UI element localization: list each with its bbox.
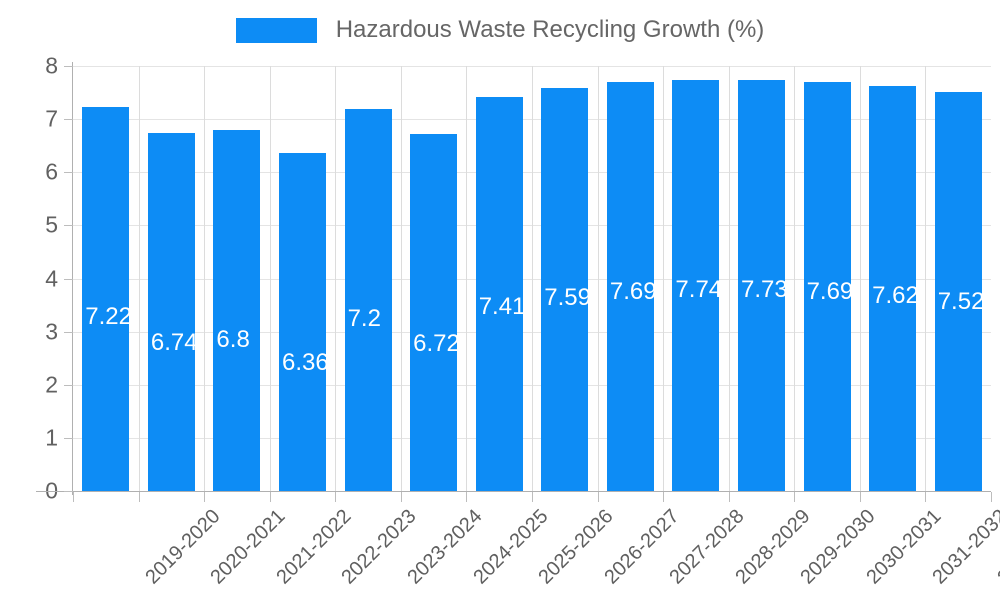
bar[interactable] — [213, 129, 261, 491]
y-axis-tick-mark — [64, 491, 73, 492]
gridline-vertical — [466, 66, 467, 491]
bar[interactable] — [738, 80, 785, 491]
bar-value-label: 7.62 — [872, 282, 919, 310]
bar-value-label: 6.8 — [216, 325, 250, 353]
y-axis-labels: 8 7 6 5 4 3 2 1 0 — [0, 0, 58, 600]
gridline-vertical — [204, 66, 205, 491]
y-axis-tick-label: 0 — [45, 477, 58, 504]
bar[interactable] — [803, 82, 851, 491]
bar-value-label: 6.74 — [150, 328, 198, 356]
bar-value-label: 7.59 — [544, 283, 591, 311]
y-axis-tick-mark — [64, 437, 73, 439]
y-axis-tick-mark — [64, 225, 73, 227]
y-axis-tick-label: 6 — [45, 158, 58, 185]
gridline-vertical — [270, 66, 271, 491]
x-axis-tick-mark — [729, 492, 730, 502]
x-axis-tick-mark — [73, 492, 74, 502]
y-axis-tick-label: 3 — [45, 318, 58, 345]
x-axis-tick-mark — [598, 492, 599, 502]
bar[interactable] — [147, 132, 195, 491]
y-axis-tick-label: 1 — [45, 424, 58, 451]
x-axis-tick-mark — [532, 492, 533, 502]
gridline-vertical — [335, 66, 336, 491]
y-axis-tick-label: 5 — [45, 211, 58, 238]
x-axis-line — [36, 491, 991, 492]
gridline-vertical — [794, 66, 795, 491]
legend-label: Hazardous Waste Recycling Growth (%) — [335, 16, 765, 43]
y-axis-tick-mark — [64, 119, 73, 121]
x-axis-tick-mark — [663, 492, 664, 502]
y-axis-tick-mark — [64, 384, 73, 386]
bar[interactable] — [410, 134, 458, 491]
gridline-vertical — [401, 66, 402, 491]
bar-value-label: 6.36 — [282, 349, 329, 377]
y-axis-tick-mark — [64, 66, 73, 67]
bar[interactable] — [606, 82, 654, 491]
legend-color-swatch — [235, 17, 317, 43]
bar-value-label: 7.73 — [741, 276, 788, 304]
y-axis-tick-label: 2 — [45, 371, 58, 398]
bar[interactable] — [672, 79, 720, 491]
gridline-vertical — [663, 66, 664, 491]
bar[interactable] — [475, 97, 523, 491]
bar-value-label: 7.41 — [478, 293, 526, 321]
x-axis-tick-mark — [991, 492, 992, 502]
bar-value-label: 7.52 — [937, 287, 985, 315]
bar-value-label: 7.22 — [85, 303, 132, 331]
bar[interactable] — [541, 87, 589, 491]
gridline-vertical — [532, 66, 533, 491]
x-axis-tick-mark — [401, 492, 402, 502]
y-axis-tick-mark — [64, 331, 73, 333]
bar[interactable] — [934, 91, 982, 491]
gridline-vertical — [860, 66, 861, 491]
bar-value-label: 7.69 — [609, 278, 657, 306]
y-axis-tick-mark — [64, 172, 73, 174]
bar[interactable] — [279, 153, 326, 491]
x-axis-tick-mark — [335, 492, 336, 502]
bar-value-label: 7.2 — [347, 304, 381, 332]
bar-value-label: 7.69 — [806, 278, 854, 306]
x-axis-tick-mark — [860, 492, 861, 502]
bar-value-label: 6.72 — [413, 330, 460, 357]
bar-value-label: 7.74 — [675, 275, 723, 303]
y-axis-tick-label: 7 — [45, 105, 58, 132]
bar[interactable] — [82, 107, 130, 491]
bar[interactable] — [344, 108, 392, 491]
x-axis-tick-mark — [794, 492, 795, 502]
gridline-vertical — [729, 66, 730, 491]
chart-legend[interactable]: Hazardous Waste Recycling Growth (%) — [0, 8, 1000, 52]
y-axis-tick-label: 8 — [45, 52, 58, 79]
x-axis-tick-mark — [204, 492, 205, 502]
gridline-vertical — [925, 66, 926, 491]
gridline-vertical — [598, 66, 599, 491]
x-axis-tick-mark — [466, 492, 467, 502]
y-axis-tick-label: 4 — [45, 265, 58, 291]
x-axis-tick-mark — [139, 492, 140, 502]
y-axis-tick-mark — [64, 278, 73, 280]
bar[interactable] — [869, 86, 917, 491]
x-axis-tick-mark — [270, 492, 271, 502]
plot-area: 7.22 6.74 6.8 6.36 7.2 6.72 7.41 7.59 7.69 7.74 7.… — [73, 66, 991, 492]
x-axis-tick-mark — [925, 492, 926, 502]
gridline-vertical — [139, 66, 140, 491]
